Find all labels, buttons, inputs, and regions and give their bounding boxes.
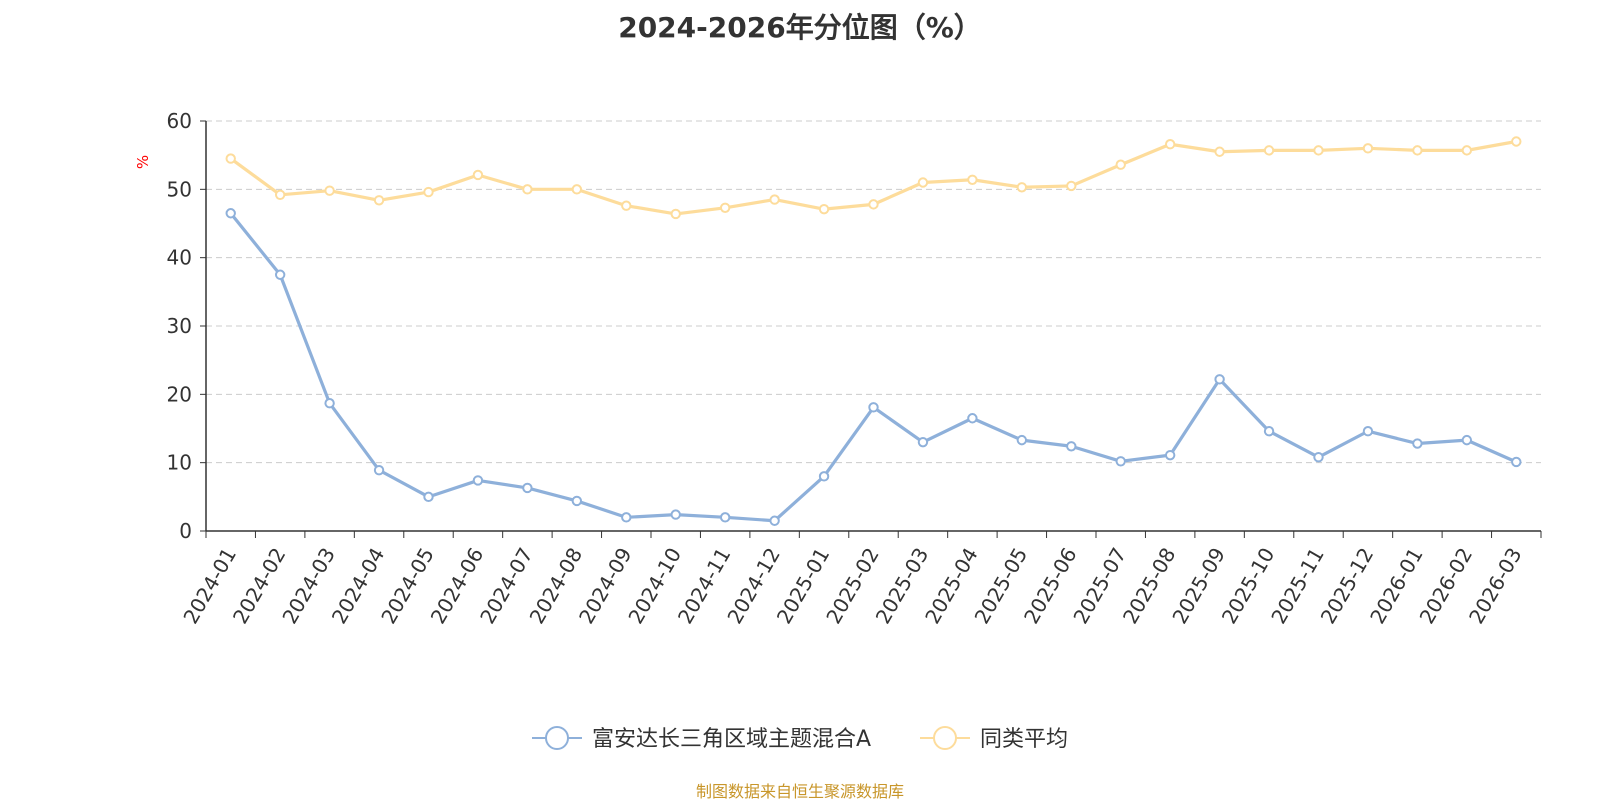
data-point[interactable]: [522, 184, 533, 195]
data-point[interactable]: [1214, 146, 1225, 157]
data-point[interactable]: [670, 509, 681, 520]
data-point[interactable]: [423, 186, 434, 198]
series-line-fund: [229, 211, 1518, 523]
data-point[interactable]: [1362, 426, 1374, 437]
data-point[interactable]: [1511, 136, 1522, 147]
data-point[interactable]: [769, 194, 780, 205]
data-point[interactable]: [917, 436, 929, 448]
data-point[interactable]: [719, 202, 731, 213]
footer-credit: 制图数据来自恒生聚源数据库: [695, 782, 904, 801]
data-point[interactable]: [324, 398, 335, 409]
data-point[interactable]: [1115, 159, 1126, 170]
data-point[interactable]: [225, 153, 236, 164]
data-point[interactable]: [1362, 143, 1374, 154]
data-point[interactable]: [1412, 438, 1423, 449]
y-axis-label: %: [134, 155, 152, 169]
data-point[interactable]: [571, 184, 583, 195]
data-point[interactable]: [1313, 452, 1324, 463]
data-point[interactable]: [1461, 434, 1473, 446]
data-point[interactable]: [324, 185, 335, 196]
y-tick-label: 0: [179, 519, 192, 543]
y-tick-label: 40: [167, 246, 192, 270]
data-point[interactable]: [818, 471, 830, 482]
data-point[interactable]: [621, 512, 632, 523]
y-tick-label: 50: [167, 177, 192, 201]
data-point[interactable]: [373, 195, 385, 206]
y-tick-label: 10: [167, 451, 192, 475]
data-point[interactable]: [1263, 145, 1275, 156]
data-point[interactable]: [868, 402, 879, 413]
legend-label: 富安达长三角区域主题混合A: [592, 727, 871, 752]
data-point[interactable]: [1263, 426, 1275, 437]
data-point[interactable]: [274, 269, 286, 280]
data-point[interactable]: [1164, 449, 1176, 461]
data-point[interactable]: [472, 475, 484, 486]
data-point[interactable]: [522, 482, 533, 494]
series-layer: [225, 136, 1522, 526]
data-point[interactable]: [1511, 456, 1522, 468]
data-point[interactable]: [1412, 145, 1423, 156]
data-point[interactable]: [967, 413, 978, 424]
legend: 富安达长三角区域主题混合A 同类平均: [532, 726, 1068, 752]
data-point[interactable]: [1164, 139, 1176, 150]
y-tick-label: 30: [167, 314, 192, 338]
data-point[interactable]: [373, 464, 385, 476]
axes: 0102030405060%2024-012024-022024-032024-…: [134, 109, 1542, 628]
data-point[interactable]: [719, 512, 731, 523]
data-point[interactable]: [917, 177, 929, 188]
data-point[interactable]: [1016, 182, 1028, 193]
data-point[interactable]: [274, 189, 286, 201]
data-point[interactable]: [1214, 374, 1225, 385]
y-tick-label: 60: [167, 109, 192, 133]
chart-title: 2024-2026年分位图（%）: [618, 11, 982, 44]
data-point[interactable]: [1313, 145, 1324, 156]
data-point[interactable]: [472, 169, 484, 181]
data-point[interactable]: [571, 495, 583, 507]
data-point[interactable]: [818, 203, 830, 215]
legend-item-fund[interactable]: 富安达长三角区域主题混合A: [532, 726, 871, 752]
data-point[interactable]: [225, 208, 236, 219]
y-tick-label: 20: [167, 382, 192, 406]
data-point[interactable]: [1461, 145, 1473, 156]
legend-marker: [545, 726, 569, 750]
data-point[interactable]: [967, 174, 978, 185]
data-point[interactable]: [1066, 180, 1077, 192]
data-point[interactable]: [1016, 434, 1028, 446]
data-point[interactable]: [769, 515, 780, 526]
data-point[interactable]: [423, 491, 434, 503]
data-point[interactable]: [621, 200, 632, 211]
data-point[interactable]: [868, 199, 879, 210]
legend-item-category-average[interactable]: 同类平均: [920, 726, 1068, 752]
data-point[interactable]: [1066, 441, 1077, 452]
data-point[interactable]: [1115, 456, 1126, 467]
legend-label: 同类平均: [980, 727, 1068, 752]
legend-marker: [933, 726, 957, 750]
data-point[interactable]: [670, 208, 681, 220]
